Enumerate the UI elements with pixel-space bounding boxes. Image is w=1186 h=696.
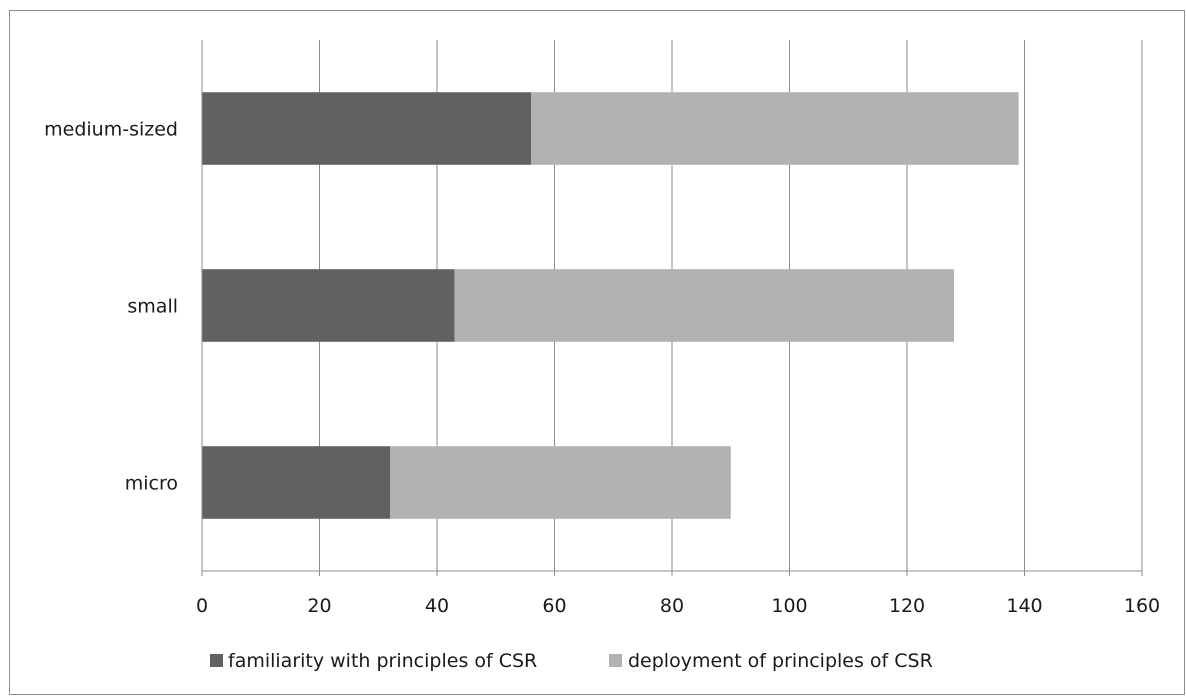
x-tick-label: 60: [542, 595, 566, 617]
x-tick-labels: 0 20 40 60 80 100 120 140 160: [196, 571, 1160, 617]
x-tick-label: 20: [307, 595, 331, 617]
legend-swatch-deployment: [609, 654, 622, 667]
bar-segment: [202, 92, 531, 165]
x-tick-label: 140: [1006, 595, 1042, 617]
category-label: medium-sized: [44, 119, 178, 141]
x-tick-label: 80: [660, 595, 684, 617]
bar-segment: [390, 446, 731, 519]
x-tick-label: 160: [1124, 595, 1160, 617]
x-tick-label: 40: [425, 595, 449, 617]
x-tick-label: 100: [771, 595, 807, 617]
category-labels: medium-sized small micro: [44, 119, 178, 495]
bar-segment: [454, 269, 954, 342]
legend: familiarity with principles of CSR deplo…: [210, 650, 933, 672]
category-label: micro: [125, 473, 178, 495]
bars: [202, 92, 1019, 519]
x-tick-label: 120: [889, 595, 925, 617]
x-tick-label: 0: [196, 595, 208, 617]
bar-segment: [202, 446, 390, 519]
bar-segment: [531, 92, 1019, 165]
legend-label-familiarity: familiarity with principles of CSR: [228, 650, 537, 672]
category-label: small: [127, 296, 178, 318]
legend-swatch-familiarity: [210, 654, 223, 667]
legend-label-deployment: deployment of principles of CSR: [628, 650, 933, 672]
bar-segment: [202, 269, 455, 342]
